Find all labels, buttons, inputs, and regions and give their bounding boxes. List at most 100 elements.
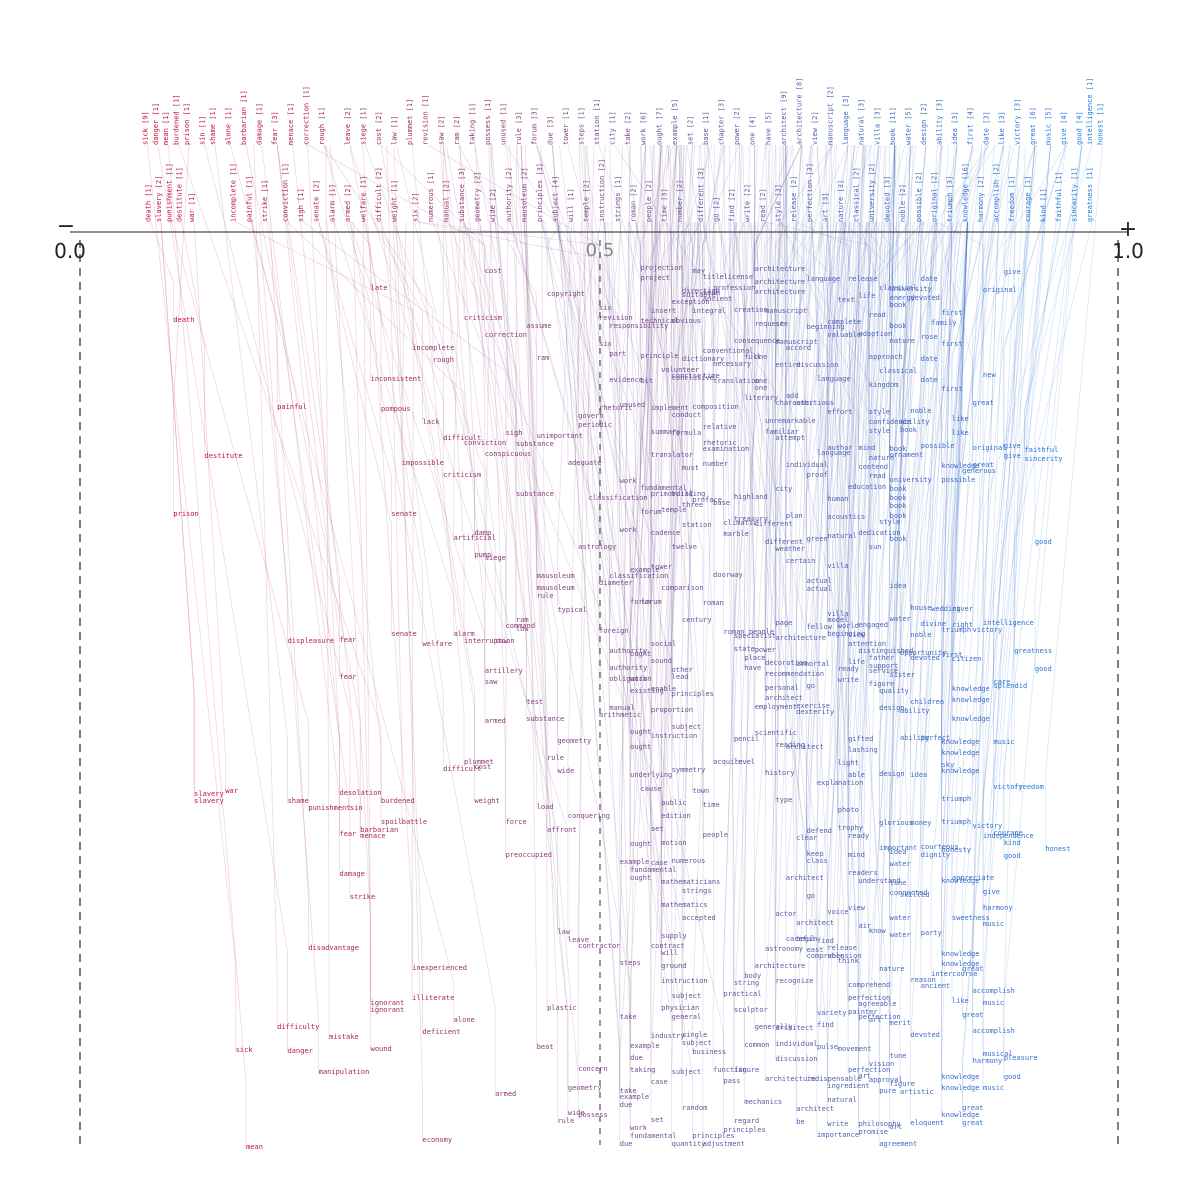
frequency-tag: wide [2]: [489, 188, 497, 222]
word-label: translator: [651, 451, 693, 459]
word-label: town: [692, 787, 709, 795]
word-label: architecture: [775, 634, 826, 642]
word-label: physician: [661, 1004, 699, 1012]
connector-line: [982, 144, 1051, 926]
word-label: generous: [962, 467, 996, 475]
word-label: architecture: [755, 962, 806, 970]
connector-line: [516, 144, 548, 832]
word-label: care: [993, 678, 1010, 686]
frequency-tag: different [3]: [697, 167, 705, 222]
connector-line: [802, 144, 807, 856]
connector-line: [904, 221, 911, 413]
connector-line: [660, 221, 696, 845]
frequency-tag: triumph [3]: [946, 176, 954, 222]
word-label: give: [1004, 452, 1021, 460]
frequency-tag: nature [3]: [837, 180, 845, 222]
connector-line: [697, 221, 704, 429]
word-label: ambitious: [796, 399, 834, 407]
connector-line: [276, 144, 340, 679]
frequency-tag: station [1]: [593, 99, 601, 145]
connector-line: [847, 144, 896, 875]
word-label: music: [983, 920, 1004, 928]
connector-line: [505, 144, 621, 407]
word-label: knowledge: [942, 738, 980, 746]
connector-line: [577, 144, 595, 948]
word-label: necessary: [713, 360, 751, 368]
connector-line: [993, 221, 1061, 688]
connector-line: [235, 221, 413, 350]
word-label: climatic: [724, 519, 758, 527]
connector-line: [993, 221, 1031, 835]
word-label: accepted: [682, 914, 716, 922]
frequency-tag: people [2]: [645, 180, 653, 222]
connector-line: [775, 144, 802, 640]
connector-line: [510, 221, 610, 670]
connector-line: [598, 144, 606, 633]
word-label: actual: [807, 577, 832, 585]
connector-line: [816, 144, 849, 455]
connector-line: [685, 221, 693, 273]
sentiment-axis: − + 0.0 0.5 1.0: [54, 214, 1144, 1145]
word-label: contractor: [578, 942, 620, 950]
word-label: have: [744, 664, 761, 672]
word-label: original: [973, 444, 1007, 452]
connector-line: [920, 221, 942, 482]
word-label: will: [661, 949, 678, 957]
connector-line: [951, 221, 995, 627]
word-label: sick: [236, 1046, 254, 1054]
word-label: pulse: [817, 1043, 838, 1051]
connector-line: [889, 144, 911, 920]
connector-line: [572, 221, 662, 955]
word-label: title: [703, 273, 724, 281]
word-label: great: [962, 1104, 983, 1112]
word-label: rhetoric: [703, 439, 737, 447]
connector-line: [889, 144, 896, 508]
word-label: page: [775, 619, 792, 627]
connector-line: [878, 144, 927, 776]
connector-line: [826, 144, 833, 622]
word-label: book: [890, 445, 908, 453]
word-label: design: [879, 770, 904, 778]
word-label: work: [620, 477, 638, 485]
connector-line: [147, 144, 237, 1052]
connector-line: [941, 221, 968, 966]
word-label: air: [859, 922, 872, 930]
word-label: doorway: [713, 571, 743, 579]
word-label: great: [973, 461, 994, 469]
frequency-tag: fear [3]: [271, 111, 279, 145]
word-label: concise: [672, 372, 702, 380]
word-label: roman people: [724, 628, 775, 636]
frequency-tag: language [3]: [842, 94, 850, 145]
word-label: architecture: [755, 265, 806, 273]
connector-line: [619, 144, 647, 532]
connector-line: [767, 144, 776, 367]
word-label: public: [661, 799, 686, 807]
connector-line: [775, 221, 824, 551]
connector-line: [941, 221, 968, 883]
word-label: water: [890, 914, 911, 922]
connector-line: [868, 144, 887, 686]
connector-line: [816, 144, 849, 381]
word-label: perfect: [921, 734, 951, 742]
connector-line: [837, 221, 867, 628]
connector-line: [541, 221, 673, 696]
connector-line: [269, 221, 309, 950]
connector-line: [365, 221, 423, 646]
word-label: idea: [890, 582, 907, 590]
frequency-tag: perfection [3]: [806, 163, 814, 222]
word-label: wound: [371, 1045, 392, 1053]
word-label: river: [952, 605, 973, 613]
word-label: musical: [983, 1050, 1013, 1058]
word-label: personal: [765, 684, 799, 692]
word-label: complete: [827, 318, 861, 326]
word-label: approval: [869, 1076, 903, 1084]
connector-line: [868, 221, 926, 424]
connector-line: [889, 144, 896, 307]
connector-line: [754, 144, 802, 294]
word-label: manipulation: [319, 1068, 370, 1076]
word-label: taking: [630, 1066, 655, 1074]
word-label: manuscript: [765, 307, 807, 315]
connector-line: [458, 144, 517, 622]
connector-line: [826, 221, 832, 450]
connector-line: [764, 144, 773, 690]
